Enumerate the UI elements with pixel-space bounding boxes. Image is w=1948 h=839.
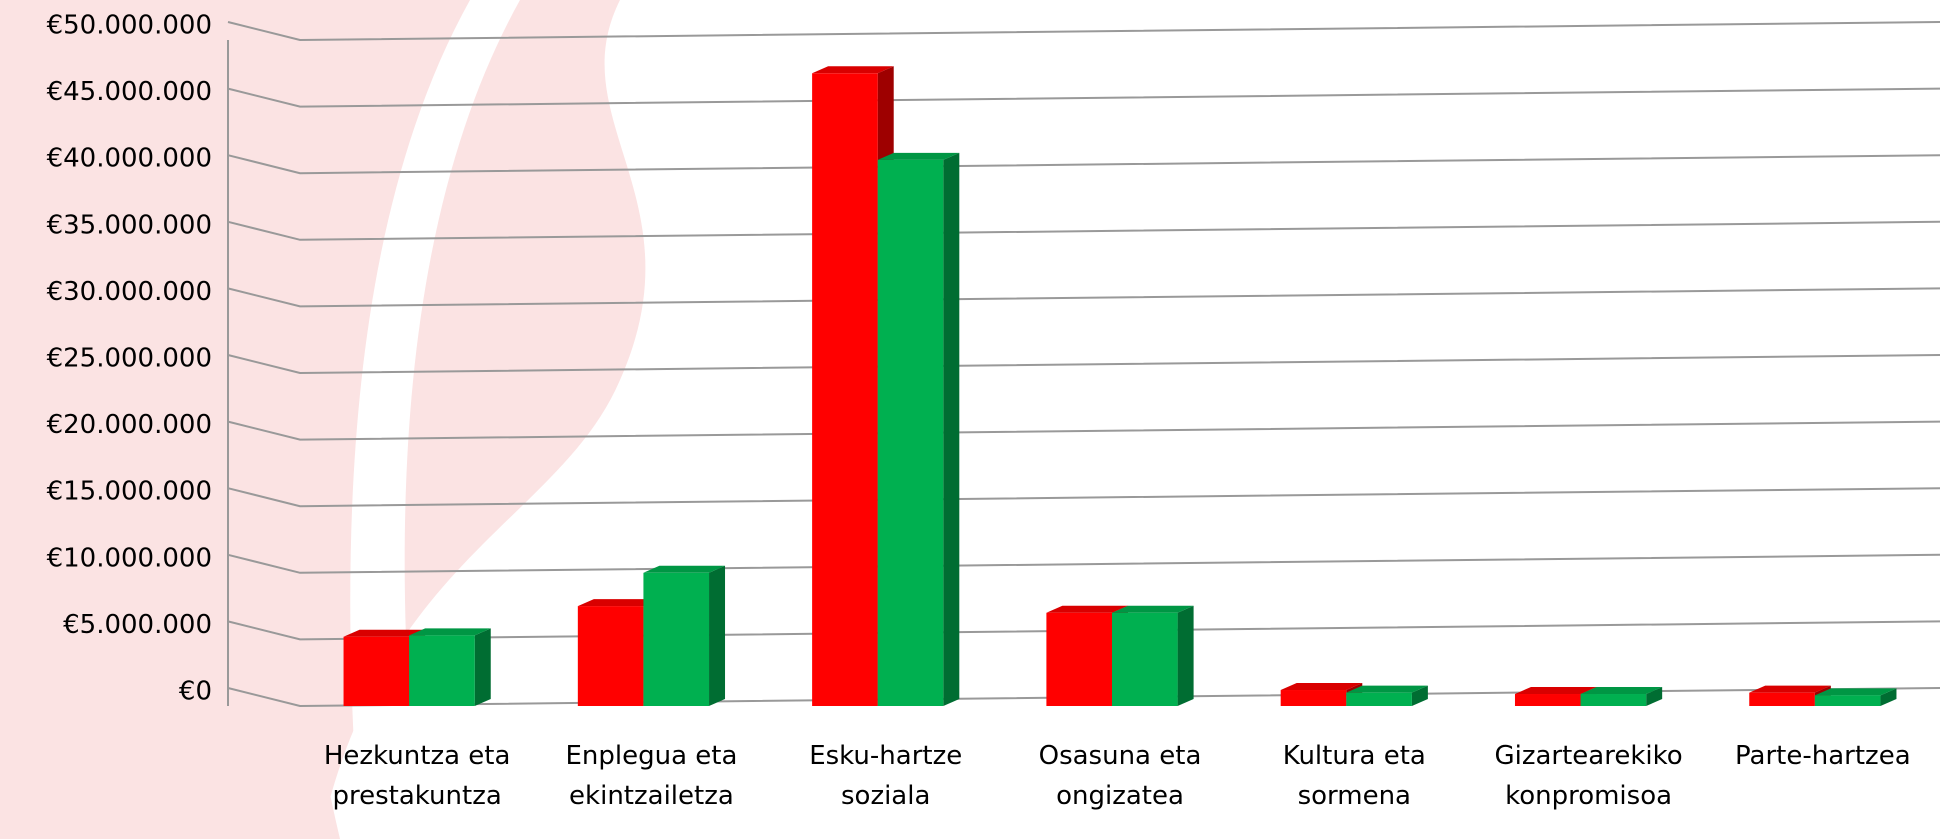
bar bbox=[1514, 694, 1581, 706]
bar-side bbox=[709, 565, 726, 706]
bar bbox=[1346, 692, 1412, 706]
bar-top bbox=[812, 66, 894, 74]
grid-line bbox=[227, 487, 1941, 508]
bar bbox=[877, 159, 944, 706]
bar bbox=[1112, 612, 1178, 706]
grid-line bbox=[227, 220, 1941, 241]
bar-side bbox=[1646, 687, 1663, 706]
grid-line bbox=[227, 553, 1941, 574]
bar-top bbox=[877, 152, 960, 160]
x-tick-label: Parte-hartzea bbox=[1735, 741, 1911, 771]
bar bbox=[812, 73, 878, 707]
bar-top bbox=[577, 599, 660, 607]
bar-side bbox=[1880, 688, 1897, 706]
x-tick-label: Osasuna eta ongizatea bbox=[1038, 741, 1202, 811]
bar-top bbox=[343, 629, 426, 637]
y-tick-label: €5.000.000 bbox=[63, 610, 212, 640]
x-tick-label: Kultura eta sormena bbox=[1282, 741, 1426, 811]
bar-top bbox=[1514, 687, 1597, 695]
y-tick-label: €10.000.000 bbox=[47, 543, 212, 573]
bar-side bbox=[1177, 605, 1194, 706]
bar bbox=[577, 606, 644, 706]
y-tick-label: €25.000.000 bbox=[47, 344, 212, 374]
y-tick-label: €40.000.000 bbox=[47, 144, 212, 174]
bar-side bbox=[474, 628, 491, 706]
grid-line bbox=[227, 21, 1941, 42]
grid-line bbox=[227, 154, 1941, 175]
y-tick-label: €35.000.000 bbox=[47, 210, 212, 240]
grid-line bbox=[227, 354, 1941, 375]
background-decoration bbox=[350, 0, 520, 839]
bar bbox=[1749, 692, 1815, 706]
bar-top bbox=[1346, 685, 1428, 693]
y-tick-label: €0 bbox=[179, 677, 212, 707]
grid-line bbox=[227, 420, 1941, 441]
bar bbox=[343, 636, 410, 706]
bar-top bbox=[643, 565, 726, 573]
bar-top bbox=[1280, 683, 1363, 691]
bar-side bbox=[1411, 685, 1428, 706]
y-tick-label: €45.000.000 bbox=[47, 77, 212, 107]
bar bbox=[1580, 694, 1647, 706]
x-tick-label: Gizartearekiko konpromisoa bbox=[1494, 741, 1683, 811]
x-tick-label: Esku-hartze soziala bbox=[809, 741, 963, 811]
x-tick-label: Hezkuntza eta prestakuntza bbox=[323, 741, 511, 811]
bar-top bbox=[1112, 605, 1194, 613]
bar bbox=[643, 572, 710, 706]
y-tick-label: €30.000.000 bbox=[47, 277, 212, 307]
bar bbox=[1280, 690, 1347, 706]
bar-top bbox=[1749, 685, 1831, 693]
bar bbox=[409, 635, 475, 706]
y-tick-label: €15.000.000 bbox=[47, 477, 212, 507]
grid-line bbox=[227, 87, 1941, 108]
bar-top bbox=[1814, 688, 1897, 696]
y-tick-label: €20.000.000 bbox=[47, 410, 212, 440]
bar-top bbox=[1580, 687, 1663, 695]
grid-line bbox=[227, 620, 1941, 641]
bar-top bbox=[409, 628, 491, 636]
x-tick-label: Enplegua eta ekintzailetza bbox=[565, 741, 738, 811]
background-decoration bbox=[0, 0, 646, 839]
grid-line bbox=[227, 287, 1941, 308]
bar-side bbox=[943, 152, 960, 706]
y-tick-label: €50.000.000 bbox=[47, 11, 212, 41]
bar-top bbox=[1046, 605, 1128, 613]
bar bbox=[1814, 695, 1881, 706]
bar bbox=[1046, 612, 1112, 706]
